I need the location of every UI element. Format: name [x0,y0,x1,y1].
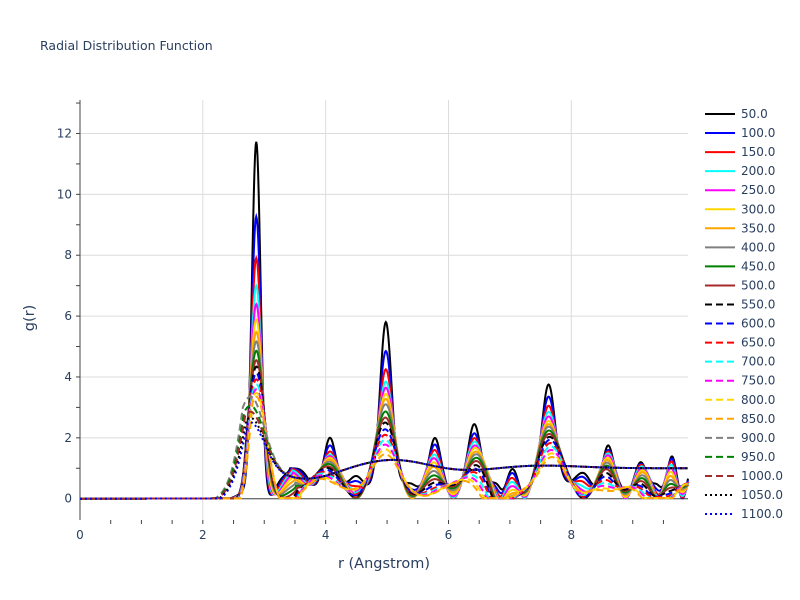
y-tick-label: 4 [64,370,72,384]
legend-label: 550.0 [741,298,775,312]
x-axis-title: r (Angstrom) [338,556,430,572]
legend-label: 1100.0 [741,507,783,521]
y-tick-label: 0 [64,492,72,506]
legend-label: 900.0 [741,431,775,445]
series-line-150-0 [79,254,689,500]
legend-label: 300.0 [741,202,775,216]
legend-item-100-0[interactable]: 100.0 [705,126,775,140]
y-tick-label: 8 [64,248,72,262]
grid [80,100,688,520]
legend-label: 50.0 [741,107,768,121]
legend-label: 250.0 [741,183,775,197]
series-line-300-0 [79,317,689,500]
y-tick-label: 2 [64,431,72,445]
legend-item-800-0[interactable]: 800.0 [705,393,775,407]
legend-item-450-0[interactable]: 450.0 [705,259,775,273]
legend-item-150-0[interactable]: 150.0 [705,145,775,159]
legend-label: 500.0 [741,278,775,292]
legend-label: 600.0 [741,317,775,331]
y-axis-title: g(r) [22,305,38,331]
chart-title: Radial Distribution Function [40,38,213,53]
legend-item-1050-0[interactable]: 1050.0 [705,488,783,502]
y-tick-label: 6 [64,309,72,323]
tick-labels: 0 2 4 6 8 10 12 0 2 4 6 8 [57,126,575,542]
legend-label: 100.0 [741,126,775,140]
x-tick-label: 6 [445,528,453,542]
legend-item-400-0[interactable]: 400.0 [705,240,775,254]
x-tick-label: 8 [567,528,575,542]
legend-item-900-0[interactable]: 900.0 [705,431,775,445]
legend-item-600-0[interactable]: 600.0 [705,317,775,331]
legend-item-200-0[interactable]: 200.0 [705,164,775,178]
legend-label: 350.0 [741,221,775,235]
legend-label: 150.0 [741,145,775,159]
legend-label: 700.0 [741,355,775,369]
legend-label: 650.0 [741,336,775,350]
series-line-100-0 [79,212,689,500]
legend[interactable]: 50.0 100.0 150.0 200.0 250.0 300.0 350.0 400.0 4… [705,107,783,521]
legend-item-50-0[interactable]: 50.0 [705,107,768,121]
legend-label: 950.0 [741,450,775,464]
legend-item-350-0[interactable]: 350.0 [705,221,775,235]
legend-label: 1050.0 [741,488,783,502]
legend-item-750-0[interactable]: 750.0 [705,374,775,388]
legend-item-650-0[interactable]: 650.0 [705,336,775,350]
x-tick-label: 2 [199,528,207,542]
x-tick-label: 0 [76,528,84,542]
legend-label: 750.0 [741,374,775,388]
legend-label: 400.0 [741,240,775,254]
legend-label: 450.0 [741,259,775,273]
legend-item-300-0[interactable]: 300.0 [705,202,775,216]
legend-label: 800.0 [741,393,775,407]
y-tick-label: 10 [57,187,72,201]
legend-item-950-0[interactable]: 950.0 [705,450,775,464]
legend-item-500-0[interactable]: 500.0 [705,278,775,292]
legend-label: 1000.0 [741,469,783,483]
legend-item-850-0[interactable]: 850.0 [705,412,775,426]
legend-item-1000-0[interactable]: 1000.0 [705,469,783,483]
y-tick-label: 12 [57,126,72,140]
legend-item-550-0[interactable]: 550.0 [705,298,775,312]
legend-item-700-0[interactable]: 700.0 [705,355,775,369]
legend-item-250-0[interactable]: 250.0 [705,183,775,197]
legend-item-1100-0[interactable]: 1100.0 [705,507,783,521]
x-tick-label: 4 [322,528,330,542]
legend-label: 850.0 [741,412,775,426]
series-line-400-0 [79,340,689,500]
plot-area [79,141,689,500]
legend-label: 200.0 [741,164,775,178]
series-line-1100-0 [79,421,688,500]
